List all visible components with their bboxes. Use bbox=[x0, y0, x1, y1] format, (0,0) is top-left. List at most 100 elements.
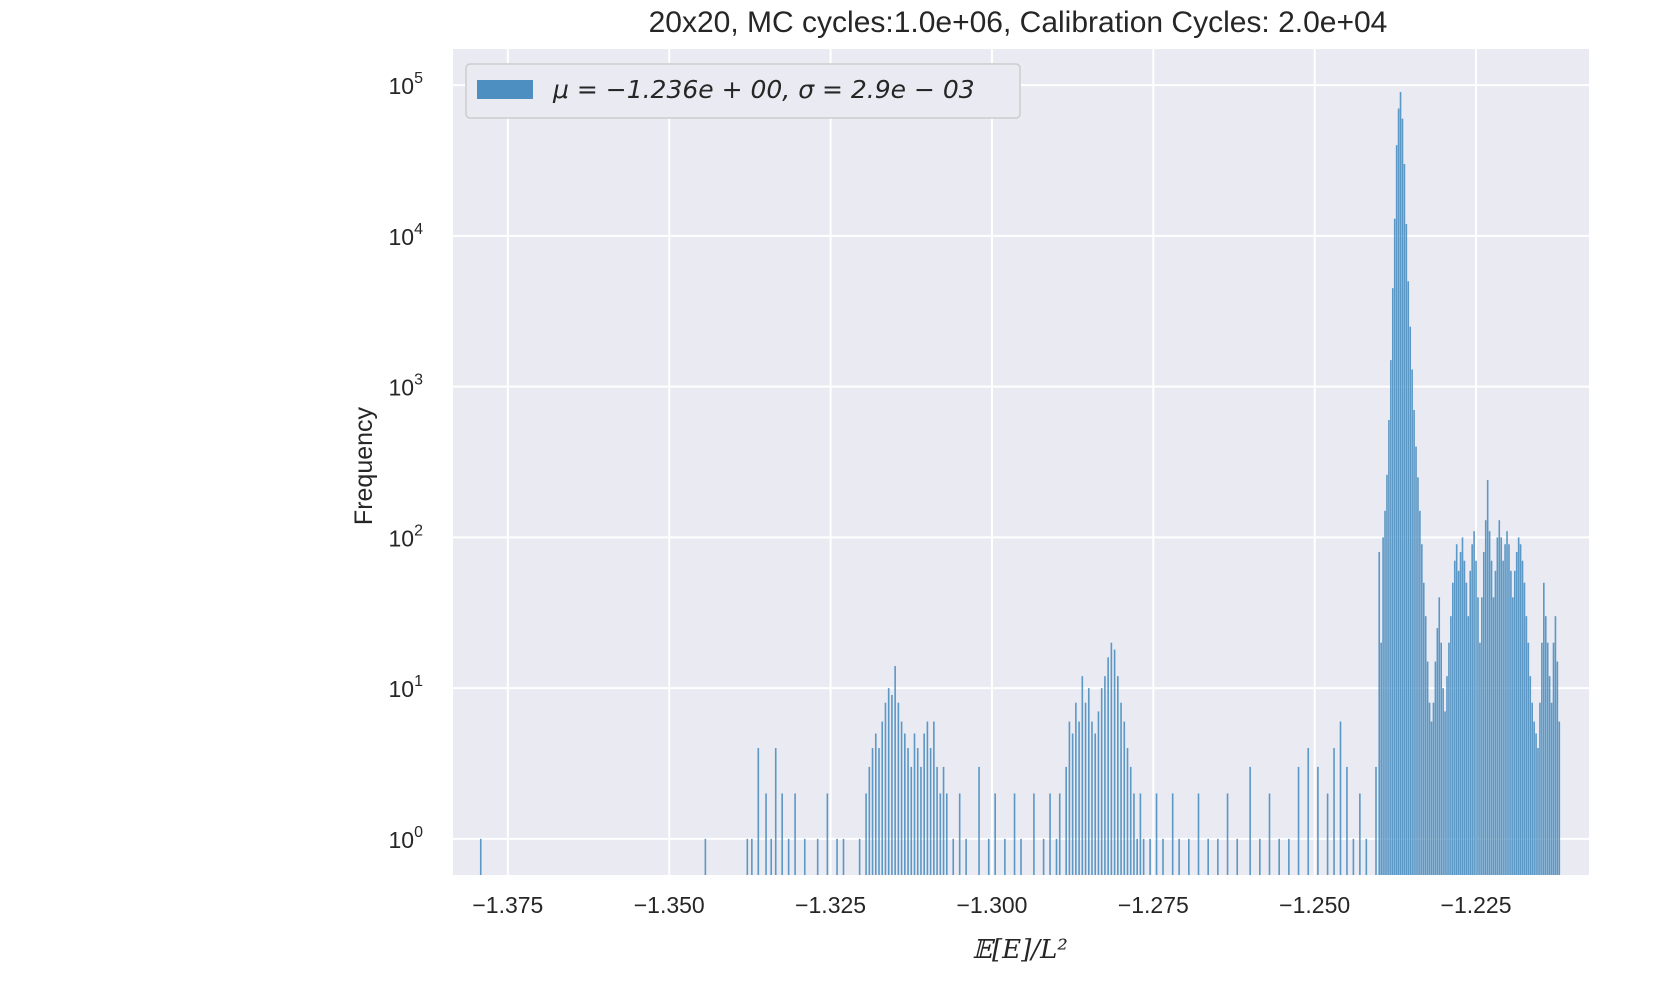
histogram-bar bbox=[757, 748, 760, 875]
histogram-bar bbox=[878, 748, 880, 875]
histogram-bar bbox=[1413, 409, 1415, 875]
histogram-bar bbox=[1502, 560, 1504, 875]
histogram-bar bbox=[1188, 838, 1190, 875]
histogram-bar bbox=[794, 793, 796, 875]
histogram-bar bbox=[816, 838, 819, 875]
histogram-bar bbox=[1226, 793, 1229, 875]
histogram-bar bbox=[1543, 582, 1545, 875]
histogram-bar bbox=[1523, 582, 1526, 875]
x-axis-label: 𝔼[E]/L² bbox=[972, 935, 1068, 965]
histogram-bar bbox=[1519, 544, 1522, 875]
grid-lines bbox=[453, 49, 1589, 875]
histogram-bar bbox=[1049, 793, 1051, 875]
histogram-bar bbox=[926, 721, 929, 875]
histogram-bar bbox=[894, 666, 896, 875]
histogram-bar bbox=[1380, 642, 1382, 875]
histogram-bar bbox=[945, 793, 948, 875]
histogram-bar bbox=[1110, 642, 1113, 875]
histogram-bar bbox=[1490, 560, 1493, 875]
histogram-bar bbox=[1552, 642, 1555, 875]
histogram-bar bbox=[868, 766, 871, 875]
histogram-bar bbox=[1133, 793, 1135, 875]
histogram-bar bbox=[1149, 838, 1151, 875]
histogram-bar bbox=[1415, 446, 1417, 875]
histogram-bar bbox=[1424, 616, 1427, 875]
histogram-bar bbox=[916, 748, 919, 875]
histogram-bar bbox=[881, 721, 884, 875]
histogram-bar bbox=[1171, 793, 1174, 875]
histogram-bar bbox=[1488, 531, 1491, 875]
histogram-bar bbox=[746, 838, 749, 875]
histogram-bar bbox=[1401, 118, 1404, 875]
histogram-bar bbox=[1453, 560, 1456, 875]
histogram-bar bbox=[770, 838, 773, 875]
histogram-bar bbox=[1446, 676, 1448, 875]
histogram-bar bbox=[1346, 766, 1348, 875]
histogram-bar bbox=[1531, 702, 1534, 875]
histogram-bar bbox=[891, 694, 893, 875]
histogram-bar bbox=[994, 793, 996, 875]
histogram-bar bbox=[923, 733, 925, 875]
histogram-bar bbox=[1139, 793, 1142, 875]
histogram-bar bbox=[1417, 477, 1419, 875]
histogram-bar bbox=[1486, 480, 1489, 875]
histogram-bar bbox=[1307, 748, 1310, 875]
histogram-bar bbox=[1317, 766, 1319, 875]
histogram-bar bbox=[1136, 838, 1138, 875]
histogram-bar bbox=[1104, 676, 1106, 875]
histogram-bar bbox=[1123, 721, 1126, 875]
histogram-bar bbox=[1162, 838, 1164, 875]
histogram-bar bbox=[965, 838, 967, 875]
x-axis-ticks: −1.375 −1.350 −1.325 −1.300 −1.275 −1.250 −1.2… bbox=[472, 892, 1511, 918]
histogram-bar bbox=[803, 838, 806, 875]
y-axis-label: Frequency bbox=[350, 406, 378, 525]
histogram-bar bbox=[1455, 544, 1458, 875]
histogram-bar bbox=[1428, 702, 1431, 875]
histogram-bar bbox=[1506, 531, 1508, 875]
histogram-bar bbox=[1496, 537, 1499, 875]
histogram-bar bbox=[1426, 661, 1429, 875]
histogram-bar bbox=[1477, 597, 1479, 875]
histogram-bar bbox=[1399, 92, 1402, 875]
plot-background bbox=[453, 49, 1589, 875]
histogram-bar bbox=[1395, 145, 1398, 876]
histogram-bar bbox=[1155, 793, 1158, 875]
histogram-bar bbox=[1382, 537, 1384, 875]
histogram-bar bbox=[1097, 711, 1100, 875]
histogram-bar bbox=[1397, 108, 1400, 875]
histogram-bar bbox=[1498, 520, 1501, 875]
chart-title: 20x20, MC cycles:1.0e+06, Calibration Cy… bbox=[649, 6, 1388, 39]
histogram-bar bbox=[1440, 642, 1442, 875]
histogram-bar bbox=[704, 838, 707, 875]
histogram-bar bbox=[1537, 748, 1539, 875]
histogram-bar bbox=[1430, 721, 1433, 875]
legend-label: μ = −1.236e + 00, σ = 2.9e − 03 bbox=[552, 75, 975, 104]
histogram-bar bbox=[836, 838, 838, 875]
histogram-bar bbox=[1517, 537, 1520, 875]
histogram-bar bbox=[1527, 642, 1530, 875]
histogram-bar bbox=[1484, 520, 1487, 875]
histogram-bar bbox=[1434, 661, 1437, 875]
histogram-bars bbox=[479, 92, 1561, 876]
y-tick-label: 103 bbox=[389, 372, 424, 401]
histogram-bar bbox=[904, 733, 906, 875]
histogram-bar bbox=[1405, 223, 1408, 876]
histogram-bar bbox=[1326, 793, 1329, 875]
histogram-bar bbox=[1094, 733, 1097, 875]
histogram-bar bbox=[1042, 838, 1045, 875]
histogram-bar bbox=[1457, 570, 1460, 875]
histogram-bar bbox=[1197, 793, 1200, 875]
histogram-bar bbox=[1178, 838, 1180, 875]
histogram-bar bbox=[1508, 544, 1510, 875]
histogram-bar bbox=[1450, 616, 1452, 875]
histogram-bar bbox=[1469, 570, 1472, 875]
histogram-bar bbox=[1390, 360, 1392, 876]
histogram-bar bbox=[1459, 551, 1462, 875]
histogram-bar bbox=[1375, 766, 1377, 875]
histogram-bar bbox=[1120, 702, 1122, 875]
histogram-bar bbox=[1117, 676, 1119, 875]
histogram-bar bbox=[1548, 676, 1551, 875]
histogram-bar bbox=[1556, 661, 1559, 875]
histogram-bar bbox=[1442, 688, 1444, 875]
